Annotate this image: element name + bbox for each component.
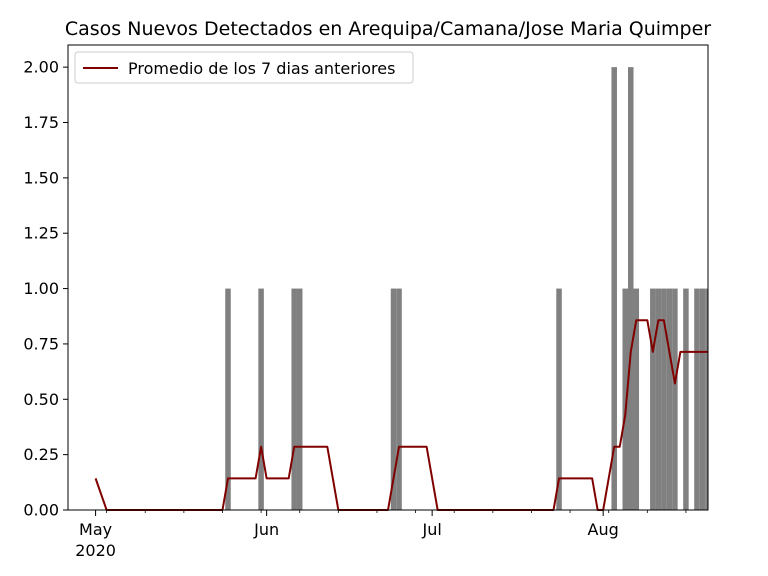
bar xyxy=(650,288,656,510)
legend-box xyxy=(74,51,414,84)
y-axis: 0.00 0.25 0.50 0.75 1.00 1.25 1.50 1.75 2.00 xyxy=(23,58,68,520)
y-tick-label: 0.50 xyxy=(23,390,59,409)
legend: Promedio de los 7 dias anteriores xyxy=(74,51,414,84)
bar xyxy=(291,288,297,510)
y-tick-label: 0.75 xyxy=(23,334,59,353)
chart-title: Casos Nuevos Detectados en Arequipa/Cama… xyxy=(65,18,711,40)
bar xyxy=(661,288,667,510)
bar xyxy=(672,288,678,510)
x-tick-label: Jul xyxy=(421,520,441,539)
y-tick-label: 0.25 xyxy=(23,445,59,464)
average-line xyxy=(94,319,708,511)
bar xyxy=(633,288,640,510)
y-tick-label: 1.75 xyxy=(23,113,59,132)
bar xyxy=(666,288,673,510)
axes-frame xyxy=(67,44,709,511)
bar xyxy=(258,288,264,510)
y-tick-label: 1.00 xyxy=(23,279,59,298)
bar xyxy=(655,288,662,510)
bar xyxy=(622,288,628,510)
y-tick-label: 1.25 xyxy=(23,224,59,243)
y-tick-label: 0.00 xyxy=(23,501,59,520)
bar xyxy=(390,288,397,510)
x-tick-label: May xyxy=(79,520,112,539)
x-tick-label: Aug xyxy=(588,520,619,539)
bar xyxy=(694,288,700,510)
bar xyxy=(556,288,562,510)
bar xyxy=(683,288,689,510)
bar-series xyxy=(225,67,708,511)
line-series xyxy=(94,319,708,511)
y-tick-label: 1.50 xyxy=(23,168,59,187)
x-tick-label: Jun xyxy=(253,520,279,539)
legend-entry-label: Promedio de los 7 dias anteriores xyxy=(128,59,395,78)
bar xyxy=(705,288,708,510)
bar xyxy=(628,67,634,511)
bar xyxy=(396,288,402,510)
x-tick-year-label: 2020 xyxy=(75,541,116,560)
bar xyxy=(699,288,706,510)
x-axis: May 2020 Jun Jul Aug xyxy=(75,510,687,560)
bar xyxy=(296,288,303,510)
y-tick-label: 2.00 xyxy=(23,58,59,77)
bar xyxy=(225,288,231,510)
bar xyxy=(611,67,617,511)
